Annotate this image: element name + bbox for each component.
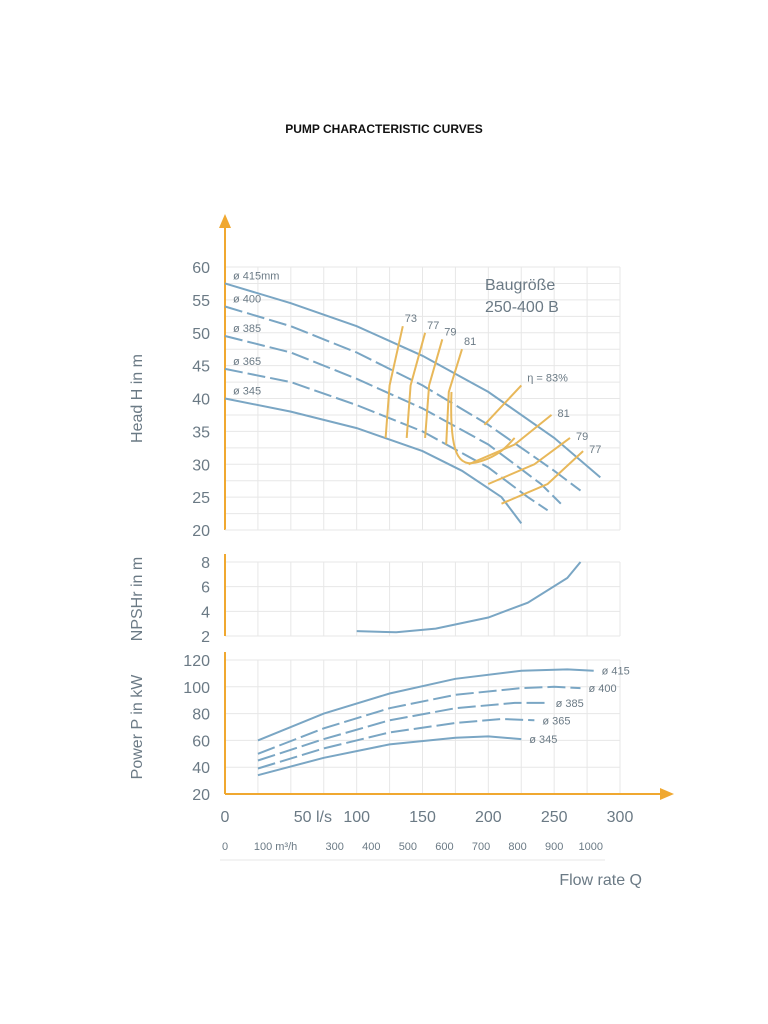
head-curve-2 (224, 335, 562, 505)
x2-tick-label: 0 (222, 841, 228, 853)
y-tick-label-head: 45 (192, 359, 210, 376)
head-curve-4 (224, 397, 523, 525)
x-tick-label: 50 l/s (294, 809, 332, 826)
head-curve-0 (224, 282, 601, 479)
power-curve-label: ø 400 (589, 683, 617, 695)
efficiency-label: 79 (444, 326, 456, 338)
y-tick-label-head: 35 (192, 424, 210, 441)
x2-tick-label: 600 (435, 841, 453, 853)
x2-tick-label: 400 (362, 841, 380, 853)
power-curve-label: ø 345 (529, 734, 557, 746)
head-curve-label: ø 415mm (233, 270, 279, 282)
y-axis-arrow (219, 214, 231, 228)
y-tick-label-head: 60 (192, 260, 210, 277)
efficiency-label: 73 (405, 313, 417, 325)
efficiency-right-2 (487, 437, 571, 485)
efficiency-right-3 (501, 450, 584, 505)
page-title: PUMP CHARACTERISTIC CURVES (285, 122, 483, 136)
y-tick-label-power: 20 (192, 787, 210, 804)
power-curve-4 (257, 735, 522, 777)
y-tick-label-npsh: 2 (201, 629, 210, 646)
x2-tick-label: 900 (545, 841, 563, 853)
y-axis-label-power: Power P in kW (129, 674, 146, 780)
efficiency-right-label: 77 (589, 444, 601, 456)
y-tick-label-head: 20 (192, 523, 210, 540)
x2-tick-label: 700 (472, 841, 490, 853)
y-tick-label-head: 55 (192, 293, 210, 310)
x-tick-label: 100 (343, 809, 370, 826)
head-curve-label: ø 345 (233, 386, 261, 398)
efficiency-right-0 (483, 384, 523, 426)
curves (224, 282, 601, 777)
efficiency-line-79 (424, 339, 444, 438)
efficiency-oval (450, 391, 516, 465)
x2-tick-label: 300 (326, 841, 344, 853)
y-tick-label-head: 25 (192, 490, 210, 507)
x-tick-label: 0 (221, 809, 230, 826)
size-annotation-line1: Baugröße (485, 277, 555, 294)
head-curve-label: ø 385 (233, 323, 261, 335)
head-curve-label: ø 400 (233, 293, 261, 305)
grid (219, 214, 674, 861)
y-tick-label-npsh: 6 (201, 580, 210, 597)
y-tick-label-head: 30 (192, 457, 210, 474)
power-curve-label: ø 365 (542, 715, 570, 727)
y-tick-label-head: 50 (192, 326, 210, 343)
npsh-curve (356, 561, 582, 634)
efficiency-line-81 (445, 348, 463, 445)
x2-tick-label: 800 (508, 841, 526, 853)
x2-tick-label: 100 m³/h (254, 841, 297, 853)
head-curve-label: ø 365 (233, 356, 261, 368)
power-curve-0 (257, 668, 594, 742)
efficiency-right-label: 81 (558, 408, 570, 420)
y-tick-label-npsh: 4 (201, 604, 210, 621)
power-curve-label: ø 415 (602, 666, 630, 678)
x-tick-label: 250 (541, 809, 568, 826)
efficiency-right-label: η = 83% (527, 372, 568, 384)
efficiency-label: 77 (427, 320, 439, 332)
x2-tick-label: 1000 (578, 841, 602, 853)
efficiency-line-73 (384, 325, 404, 438)
y-tick-label-npsh: 8 (201, 555, 210, 572)
x2-tick-label: 500 (399, 841, 417, 853)
chart-text: 20 25 30 35 40 45 50 55 60 Head H in m 2 4 6 8 NPSHr i… (129, 260, 642, 889)
y-tick-label-power: 40 (192, 760, 210, 777)
x-tick-label: 300 (607, 809, 634, 826)
y-tick-label-power: 60 (192, 733, 210, 750)
size-annotation-line2: 250-400 B (485, 299, 559, 316)
efficiency-right-label: 79 (576, 431, 588, 443)
y-tick-label-power: 120 (183, 653, 210, 670)
y-axis-label-npsh: NPSHr in m (129, 557, 146, 641)
efficiency-label: 81 (464, 336, 476, 348)
x-axis-arrow (660, 788, 674, 800)
power-curve-2 (257, 701, 548, 762)
x-tick-label: 200 (475, 809, 502, 826)
head-curve-1 (224, 305, 582, 492)
x-axis-label: Flow rate Q (559, 872, 642, 889)
x-tick-label: 150 (409, 809, 436, 826)
power-curve-label: ø 385 (556, 698, 584, 710)
y-axis-label-head: Head H in m (129, 354, 146, 443)
y-tick-label-power: 100 (183, 680, 210, 697)
power-curve-1 (257, 685, 581, 755)
power-curve-3 (257, 717, 535, 770)
efficiency-right-1 (468, 414, 553, 466)
y-tick-label-power: 80 (192, 707, 210, 724)
head-curve-3 (224, 367, 549, 512)
efficiency-line-77 (405, 332, 427, 438)
y-tick-label-head: 40 (192, 392, 210, 409)
